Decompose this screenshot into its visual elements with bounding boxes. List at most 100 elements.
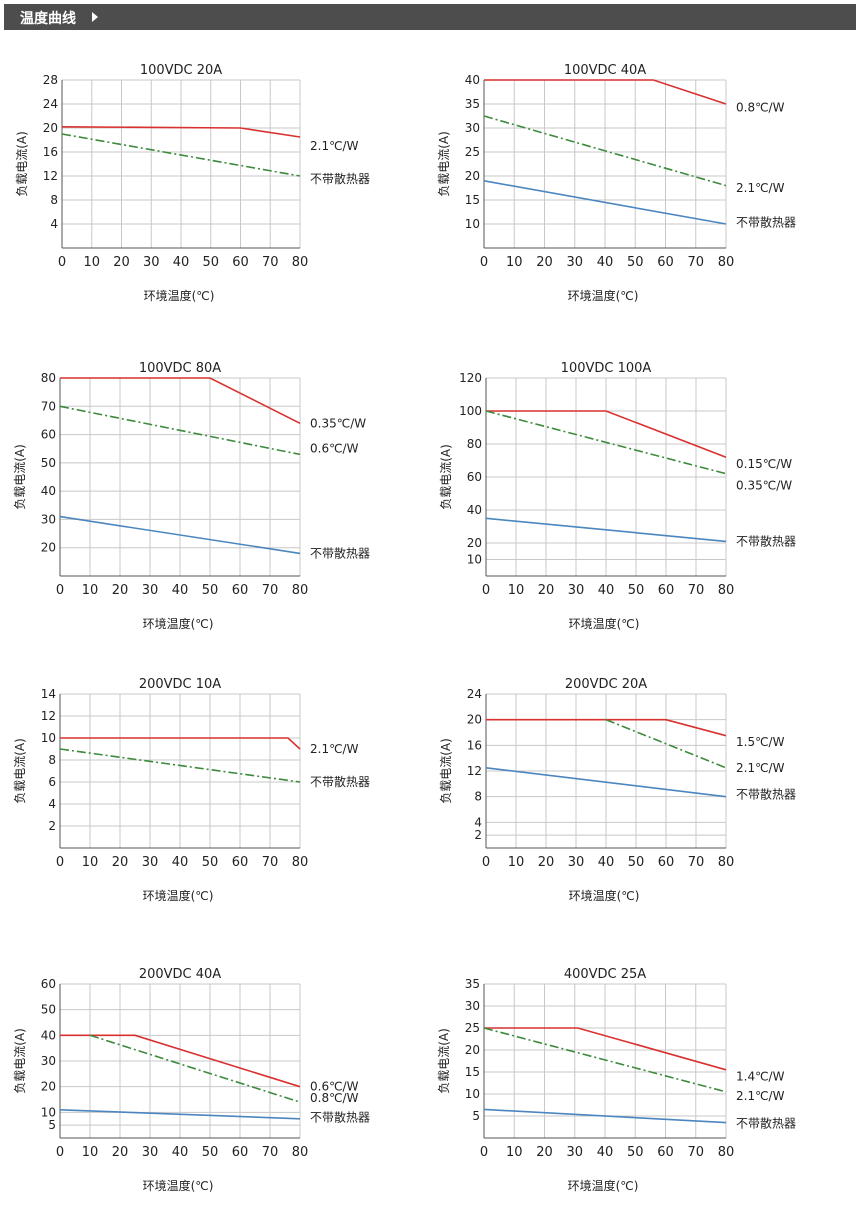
series-line xyxy=(483,1027,727,1093)
series-line xyxy=(486,410,727,458)
section-header: 温度曲线 xyxy=(4,4,856,30)
series-label: 1.5℃/W xyxy=(736,735,785,749)
chart-title: 400VDC 25A xyxy=(564,967,646,982)
x-tick-label: 50 xyxy=(627,255,644,270)
y-tick-label: 25 xyxy=(465,1021,480,1035)
x-tick-label: 80 xyxy=(292,583,309,598)
y-tick-label: 15 xyxy=(465,1065,480,1079)
x-axis-label: 环境温度(℃) xyxy=(569,888,640,903)
x-tick-label: 0 xyxy=(58,255,66,270)
series-label: 0.8℃/W xyxy=(310,1091,359,1105)
y-tick-label: 40 xyxy=(465,73,480,87)
x-tick-label: 70 xyxy=(688,583,705,598)
y-tick-label: 80 xyxy=(467,437,482,451)
x-tick-label: 70 xyxy=(262,255,279,270)
x-tick-label: 30 xyxy=(568,855,585,870)
series-line xyxy=(483,115,727,187)
x-tick-label: 10 xyxy=(508,855,525,870)
series-label: 2.1℃/W xyxy=(736,181,785,195)
y-axis-label: 负载电流(A) xyxy=(437,131,451,197)
y-tick-label: 40 xyxy=(41,1028,56,1042)
y-tick-label: 4 xyxy=(48,797,56,811)
y-tick-label: 12 xyxy=(467,764,482,778)
series-line xyxy=(483,180,727,225)
x-tick-label: 50 xyxy=(202,1145,219,1160)
y-tick-label: 24 xyxy=(43,97,58,111)
y-tick-label: 35 xyxy=(465,977,480,991)
x-tick-label: 10 xyxy=(82,583,99,598)
series-line xyxy=(59,1109,301,1120)
series-line xyxy=(60,377,301,425)
x-tick-label: 40 xyxy=(172,1145,189,1160)
x-tick-label: 50 xyxy=(202,255,219,270)
y-tick-label: 10 xyxy=(467,553,482,567)
series-label: 不带散热器 xyxy=(736,533,796,548)
chart-5: 200VDC 10A 2 4 6 8 10 12 14 0 10 20 30 40 50 60 70 80 环境温… xyxy=(13,677,370,903)
y-tick-label: 40 xyxy=(467,503,482,517)
y-tick-label: 70 xyxy=(41,399,56,413)
series-label: 0.8℃/W xyxy=(736,100,785,114)
x-tick-label: 0 xyxy=(482,855,490,870)
y-tick-label: 12 xyxy=(41,709,56,723)
y-tick-label: 40 xyxy=(41,484,56,498)
x-tick-label: 70 xyxy=(687,255,704,270)
x-tick-label: 30 xyxy=(568,583,585,598)
y-tick-label: 20 xyxy=(43,121,58,135)
x-tick-label: 0 xyxy=(56,1145,64,1160)
y-tick-label: 10 xyxy=(41,1105,56,1119)
series-line xyxy=(89,1034,301,1103)
y-tick-label: 20 xyxy=(41,1080,56,1094)
x-tick-label: 30 xyxy=(142,855,159,870)
series-line xyxy=(486,718,727,737)
x-tick-label: 70 xyxy=(262,1145,279,1160)
y-tick-label: 60 xyxy=(41,977,56,991)
series-label: 不带散热器 xyxy=(736,1115,796,1130)
series-label: 不带散热器 xyxy=(310,774,370,789)
x-tick-label: 20 xyxy=(536,1145,553,1160)
x-tick-label: 40 xyxy=(598,855,615,870)
y-tick-label: 120 xyxy=(459,371,482,385)
series-label: 0.6℃/W xyxy=(310,442,359,456)
x-axis-label: 环境温度(℃) xyxy=(143,1178,214,1193)
x-tick-label: 30 xyxy=(142,1145,159,1160)
y-tick-label: 25 xyxy=(465,145,480,159)
x-tick-label: 30 xyxy=(566,1145,583,1160)
x-tick-label: 20 xyxy=(113,255,130,270)
x-tick-label: 60 xyxy=(232,583,249,598)
x-tick-label: 70 xyxy=(688,855,705,870)
y-tick-label: 15 xyxy=(465,193,480,207)
y-tick-label: 60 xyxy=(41,428,56,442)
series-label: 2.1℃/W xyxy=(310,742,359,756)
x-tick-label: 20 xyxy=(536,255,553,270)
y-tick-label: 8 xyxy=(474,790,482,804)
y-axis-label: 负载电流(A) xyxy=(437,1028,451,1094)
y-tick-label: 50 xyxy=(41,1003,56,1017)
series-line xyxy=(60,1034,301,1088)
x-tick-label: 70 xyxy=(262,583,279,598)
chart-title: 100VDC 80A xyxy=(139,361,221,376)
chart-title: 100VDC 40A xyxy=(564,63,646,78)
x-tick-label: 60 xyxy=(658,855,675,870)
y-axis-label: 负载电流(A) xyxy=(15,131,29,197)
y-tick-label: 20 xyxy=(465,169,480,183)
x-tick-label: 20 xyxy=(538,583,555,598)
x-axis-label: 环境温度(℃) xyxy=(143,888,214,903)
x-tick-label: 0 xyxy=(480,1145,488,1160)
x-axis-label: 环境温度(℃) xyxy=(568,288,639,303)
x-tick-label: 50 xyxy=(202,583,219,598)
x-tick-label: 60 xyxy=(657,1145,674,1160)
series-line xyxy=(59,748,301,783)
series-line xyxy=(59,515,301,555)
series-label: 不带散热器 xyxy=(310,171,370,186)
x-tick-label: 60 xyxy=(232,855,249,870)
x-tick-label: 0 xyxy=(56,583,64,598)
y-axis-label: 负载电流(A) xyxy=(13,738,27,804)
y-tick-label: 5 xyxy=(48,1118,56,1132)
y-axis-label: 负载电流(A) xyxy=(13,444,27,510)
series-label: 2.1℃/W xyxy=(310,139,359,153)
x-tick-label: 20 xyxy=(112,855,129,870)
x-tick-label: 50 xyxy=(628,583,645,598)
y-tick-label: 14 xyxy=(41,687,56,701)
